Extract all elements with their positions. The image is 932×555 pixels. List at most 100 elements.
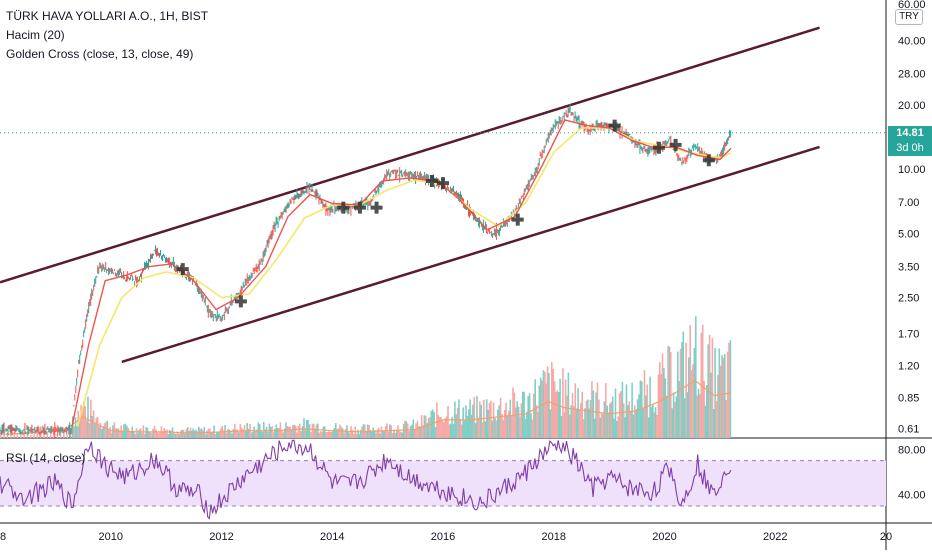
volume-bar [701, 324, 704, 438]
volume-bar [470, 414, 473, 438]
volume-bar [53, 433, 55, 438]
volume-bar [530, 413, 532, 438]
last-price-tag: 14.81 3d 0h [888, 126, 932, 156]
volume-bar [451, 416, 453, 438]
volume-bar [159, 431, 161, 438]
volume-bar [433, 412, 435, 438]
volume-bar [256, 429, 258, 438]
golden-cross-indicator-label[interactable]: Golden Cross (close, 13, close, 49) [6, 47, 194, 61]
volume-bar [36, 430, 39, 438]
volume-bar [647, 417, 650, 438]
volume-bar [168, 429, 171, 438]
volume-bar [134, 434, 136, 438]
bar-countdown: 3d 0h [896, 142, 924, 154]
volume-bar [605, 383, 607, 438]
volume-bar [23, 433, 25, 438]
volume-bar [652, 403, 654, 438]
volume-bar [509, 399, 512, 438]
volume-bar [452, 424, 455, 438]
volume-bar [696, 395, 698, 438]
volume-bar [602, 413, 604, 438]
volume-bar [384, 426, 387, 438]
volume-bar [393, 429, 395, 438]
volume-bar [492, 402, 495, 438]
golden-cross-marker [337, 201, 350, 214]
volume-bar [533, 393, 535, 438]
volume-bar [706, 385, 708, 438]
volume-bar [443, 422, 445, 438]
rsi-indicator-label[interactable]: RSI (14, close) [6, 451, 86, 465]
volume-bar [611, 396, 614, 438]
volume-bar [646, 384, 649, 438]
volume-bar [503, 410, 506, 438]
volume-bar [301, 426, 304, 438]
volume-bar [466, 415, 469, 438]
volume-indicator-label[interactable]: Hacim (20) [6, 28, 65, 42]
volume-bar [595, 392, 597, 438]
volume-bar [711, 338, 714, 438]
volume-bar [325, 432, 327, 438]
volume-bar [659, 362, 661, 438]
volume-bar [459, 419, 462, 438]
volume-bar [499, 397, 502, 438]
volume-bar [495, 420, 498, 438]
volume-bar [584, 408, 586, 438]
ma49-line [76, 127, 732, 428]
volume-bar [523, 391, 525, 438]
volume-bar [270, 427, 272, 438]
volume-bar [441, 419, 444, 438]
volume-bar [299, 423, 301, 438]
volume-bar [526, 411, 528, 438]
volume-bar [408, 431, 410, 438]
currency-badge[interactable]: TRY [895, 9, 923, 25]
volume-bar [228, 429, 230, 438]
volume-bar [490, 400, 492, 438]
volume-bar [383, 430, 386, 438]
volume-bar [314, 428, 316, 438]
volume-bar [206, 430, 208, 438]
volume-bar [130, 431, 132, 438]
volume-bar [616, 421, 618, 438]
price-tick-label: 40.00 [898, 36, 926, 48]
volume-bar [380, 426, 383, 438]
volume-bar [570, 405, 572, 438]
volume-bar [671, 408, 673, 438]
volume-bar [400, 431, 402, 438]
volume-bar [422, 425, 424, 438]
volume-bar [376, 429, 379, 438]
volume-bar [484, 421, 487, 438]
volume-bar [567, 372, 570, 438]
volume-bar [588, 408, 590, 438]
volume-bar [618, 393, 621, 438]
volume-bar [539, 377, 542, 438]
volume-bar [585, 400, 588, 438]
volume-bar [357, 429, 359, 438]
volume-bar [704, 405, 707, 438]
symbol-title[interactable]: TÜRK HAVA YOLLARI A.O., 1H, BIST [6, 9, 209, 23]
volume-bar [49, 434, 52, 438]
volume-bar [166, 429, 168, 438]
volume-bar [685, 342, 687, 438]
volume-bar [663, 367, 665, 438]
golden-cross-marker [176, 263, 189, 276]
volume-bar [596, 382, 599, 438]
volume-bar [621, 381, 624, 438]
volume-bar [447, 406, 449, 438]
volume-bar [59, 429, 62, 438]
rsi-line [0, 439, 732, 520]
volume-bar [315, 424, 318, 438]
volume-bar [613, 418, 615, 438]
channel-lower-line [121, 145, 820, 364]
volume-bar [196, 431, 199, 438]
volume-bar [462, 407, 464, 438]
volume-bar [232, 429, 235, 438]
rsi-band [0, 460, 886, 506]
volume-bar [592, 390, 595, 438]
volume-bar [231, 433, 233, 438]
volume-bar [722, 357, 725, 438]
volume-bar [465, 405, 467, 438]
volume-bar [480, 404, 482, 438]
volume-bar [623, 403, 625, 438]
